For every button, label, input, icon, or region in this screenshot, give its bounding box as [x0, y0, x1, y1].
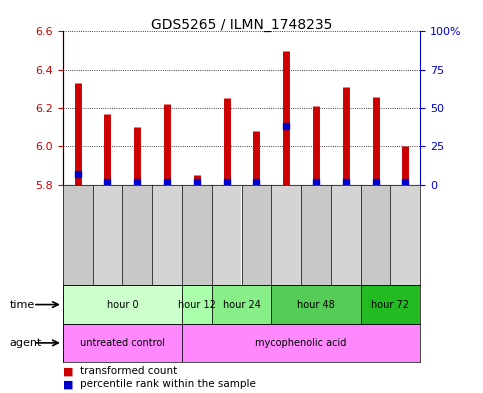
Text: hour 12: hour 12 — [178, 299, 216, 310]
Bar — [93, 185, 122, 285]
Text: mycophenolic acid: mycophenolic acid — [256, 338, 347, 348]
Bar — [301, 185, 331, 285]
Text: hour 0: hour 0 — [107, 299, 138, 310]
Text: untreated control: untreated control — [80, 338, 165, 348]
Text: GDS5265 / ILMN_1748235: GDS5265 / ILMN_1748235 — [151, 18, 332, 32]
Text: ■: ■ — [63, 379, 73, 389]
Bar — [122, 185, 152, 285]
Bar — [63, 185, 93, 285]
Bar — [242, 185, 271, 285]
Text: hour 72: hour 72 — [371, 299, 410, 310]
Bar — [152, 185, 182, 285]
Bar — [63, 324, 182, 362]
Bar — [182, 324, 420, 362]
Bar — [361, 185, 390, 285]
Bar — [331, 185, 361, 285]
Text: percentile rank within the sample: percentile rank within the sample — [80, 379, 256, 389]
Bar — [271, 285, 361, 324]
Text: hour 24: hour 24 — [223, 299, 260, 310]
Bar — [212, 285, 271, 324]
Text: agent: agent — [10, 338, 42, 348]
Bar — [271, 185, 301, 285]
Bar — [63, 285, 182, 324]
Text: ■: ■ — [63, 366, 73, 376]
Bar — [212, 185, 242, 285]
Bar — [182, 285, 212, 324]
Bar — [390, 185, 420, 285]
Text: hour 48: hour 48 — [297, 299, 335, 310]
Bar — [182, 185, 212, 285]
Text: transformed count: transformed count — [80, 366, 177, 376]
Bar — [361, 285, 420, 324]
Text: time: time — [10, 299, 35, 310]
